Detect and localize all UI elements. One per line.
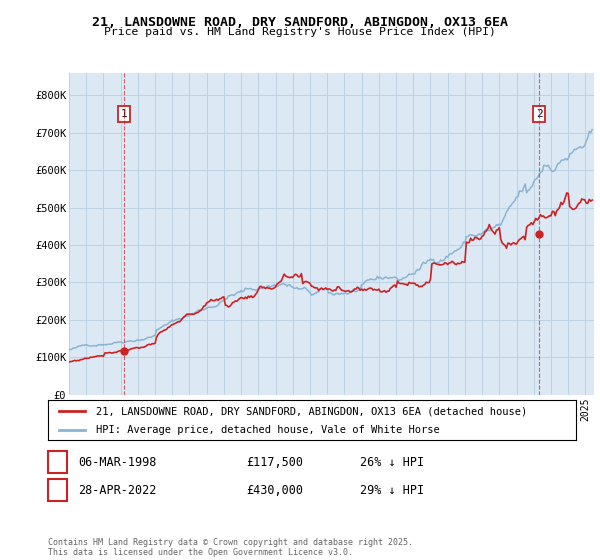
Text: HPI: Average price, detached house, Vale of White Horse: HPI: Average price, detached house, Vale… [95, 425, 439, 435]
Text: 1: 1 [54, 455, 61, 469]
Text: £430,000: £430,000 [246, 483, 303, 497]
Text: 2: 2 [54, 483, 61, 497]
Text: Contains HM Land Registry data © Crown copyright and database right 2025.
This d: Contains HM Land Registry data © Crown c… [48, 538, 413, 557]
Text: 29% ↓ HPI: 29% ↓ HPI [360, 483, 424, 497]
Text: 21, LANSDOWNE ROAD, DRY SANDFORD, ABINGDON, OX13 6EA: 21, LANSDOWNE ROAD, DRY SANDFORD, ABINGD… [92, 16, 508, 29]
Text: £117,500: £117,500 [246, 455, 303, 469]
Text: Price paid vs. HM Land Registry's House Price Index (HPI): Price paid vs. HM Land Registry's House … [104, 27, 496, 37]
Text: 1: 1 [121, 109, 127, 119]
Text: 26% ↓ HPI: 26% ↓ HPI [360, 455, 424, 469]
Text: 28-APR-2022: 28-APR-2022 [78, 483, 157, 497]
Text: 21, LANSDOWNE ROAD, DRY SANDFORD, ABINGDON, OX13 6EA (detached house): 21, LANSDOWNE ROAD, DRY SANDFORD, ABINGD… [95, 407, 527, 417]
Text: 2: 2 [536, 109, 542, 119]
Text: 06-MAR-1998: 06-MAR-1998 [78, 455, 157, 469]
